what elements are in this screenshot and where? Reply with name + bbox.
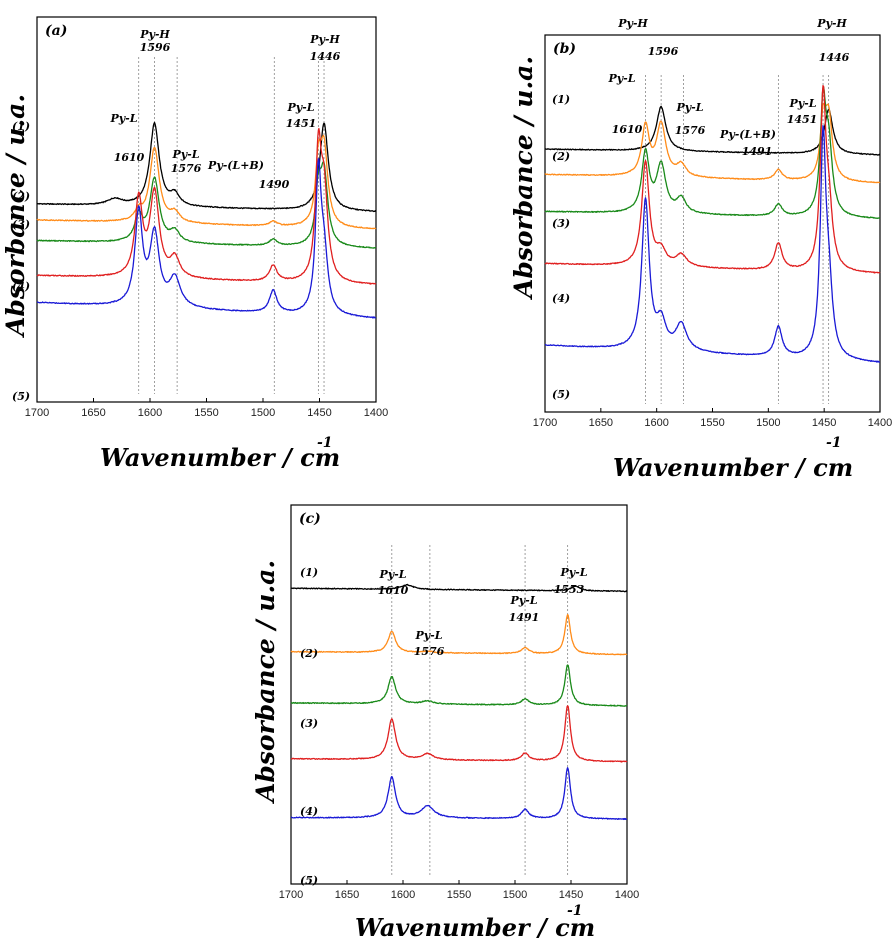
x-tick-label: 1700 xyxy=(25,407,49,419)
peak-annotation: Py-L xyxy=(560,566,588,579)
trace-label: (3) xyxy=(552,217,570,230)
y-axis-label: Absorbance / u.a. xyxy=(1,94,30,338)
trace-label: (4) xyxy=(552,292,570,305)
panel-label: (c) xyxy=(299,511,321,527)
trace-label: (5) xyxy=(12,390,30,403)
peak-annotation: 1576 xyxy=(675,124,706,137)
x-tick-label: 1400 xyxy=(868,417,892,429)
series-line xyxy=(545,126,880,363)
x-tick-label: 1500 xyxy=(251,407,275,419)
peak-annotation: Py-H xyxy=(816,17,847,30)
peak-annotation: Py-L xyxy=(676,101,704,114)
panel-c: 1700 1650 1600 1550 1500 1450 1400 (1) (2) (3) (4)… xyxy=(251,505,639,940)
trace-label: (2) xyxy=(552,150,570,163)
y-axis-label: Absorbance / u.a. xyxy=(509,56,538,300)
trace-label: (1) xyxy=(300,566,318,579)
peak-annotation: Py-(L+B) xyxy=(719,128,776,141)
peak-annotation: Py-L xyxy=(287,101,315,114)
x-axis-label: Wavenumber / cm xyxy=(100,443,340,472)
x-tick-label: 1450 xyxy=(812,417,836,429)
peak-annotation: Py-L xyxy=(110,112,138,125)
plot-frame xyxy=(291,505,627,884)
x-tick-label: 1450 xyxy=(559,889,583,901)
series-line xyxy=(291,706,627,762)
x-axis-label-exponent: -1 xyxy=(317,435,333,451)
x-tick-label: 1650 xyxy=(81,407,105,419)
peak-annotation: Py-L xyxy=(510,594,538,607)
peak-annotation: 1446 xyxy=(310,50,341,63)
peak-annotation: 1596 xyxy=(648,45,679,58)
trace-label: (5) xyxy=(300,874,318,887)
trace-label: (2) xyxy=(300,647,318,660)
x-tick-label: 1500 xyxy=(503,889,527,901)
x-tick-label: 1700 xyxy=(279,889,303,901)
peak-annotation: Py-H xyxy=(309,33,340,46)
peak-annotation: 1576 xyxy=(171,162,202,175)
peak-annotation: 1596 xyxy=(140,41,171,54)
trace-label: (4) xyxy=(300,805,318,818)
series-line xyxy=(291,768,627,820)
x-tick-label: 1550 xyxy=(447,889,471,901)
x-tick-label: 1700 xyxy=(533,417,557,429)
peak-annotation: 1553 xyxy=(554,583,585,596)
trace-label: (5) xyxy=(552,388,570,401)
x-tick-label: 1650 xyxy=(335,889,359,901)
panel-label: (b) xyxy=(553,41,576,57)
peak-annotation: Py-(L+B) xyxy=(207,159,264,172)
series-line xyxy=(545,87,880,218)
x-axis-label: Wavenumber / cm xyxy=(613,453,853,482)
x-tick-label: 1400 xyxy=(615,889,639,901)
trace-label: (3) xyxy=(300,717,318,730)
panel-a: 1700 1650 1600 1550 1500 1450 1400(1)(2)(3)(4)… xyxy=(1,17,388,472)
x-axis-label-exponent: -1 xyxy=(567,903,583,919)
peak-annotation: 1451 xyxy=(286,117,317,130)
panel-b: 1700 1650 1600 1550 1500 1450 1400 (1) (2) (3) (4)… xyxy=(509,17,892,482)
peak-annotation: 1491 xyxy=(509,611,540,624)
x-tick-label: 1600 xyxy=(391,889,415,901)
peak-annotation: 1610 xyxy=(612,123,643,136)
x-tick-label: 1600 xyxy=(138,407,162,419)
peak-annotation: Py-H xyxy=(139,28,170,41)
x-axis-label: Wavenumber / cm xyxy=(355,913,595,940)
series-line xyxy=(291,615,627,655)
x-tick-label: 1600 xyxy=(644,417,668,429)
x-tick-label: 1550 xyxy=(194,407,218,419)
peak-annotation: 1576 xyxy=(414,645,445,658)
peak-annotation: Py-L xyxy=(789,97,817,110)
series-line xyxy=(545,103,880,182)
peak-annotation: Py-L xyxy=(379,568,407,581)
y-axis-label: Absorbance / u.a. xyxy=(251,560,280,804)
peak-annotation: Py-L xyxy=(608,72,636,85)
peak-annotation: 1446 xyxy=(819,51,850,64)
x-axis-label-exponent: -1 xyxy=(826,435,842,451)
x-tick-label: 1450 xyxy=(307,407,331,419)
plot-frame xyxy=(37,17,376,402)
series-line xyxy=(291,665,627,706)
peak-annotation: 1610 xyxy=(378,584,409,597)
x-tick-label: 1500 xyxy=(756,417,780,429)
peak-annotation: Py-L xyxy=(172,148,200,161)
peak-annotation: 1610 xyxy=(114,151,145,164)
x-tick-label: 1400 xyxy=(364,407,388,419)
panel-label: (a) xyxy=(45,23,67,39)
peak-annotation: 1451 xyxy=(787,113,818,126)
peak-annotation: 1490 xyxy=(259,178,290,191)
trace-label: (1) xyxy=(552,93,570,106)
x-tick-label: 1550 xyxy=(700,417,724,429)
peak-annotation: 1491 xyxy=(742,145,773,158)
peak-annotation: Py-H xyxy=(617,17,648,30)
plot-frame xyxy=(545,35,880,412)
x-tick-label: 1650 xyxy=(589,417,613,429)
peak-annotation: Py-L xyxy=(415,629,443,642)
